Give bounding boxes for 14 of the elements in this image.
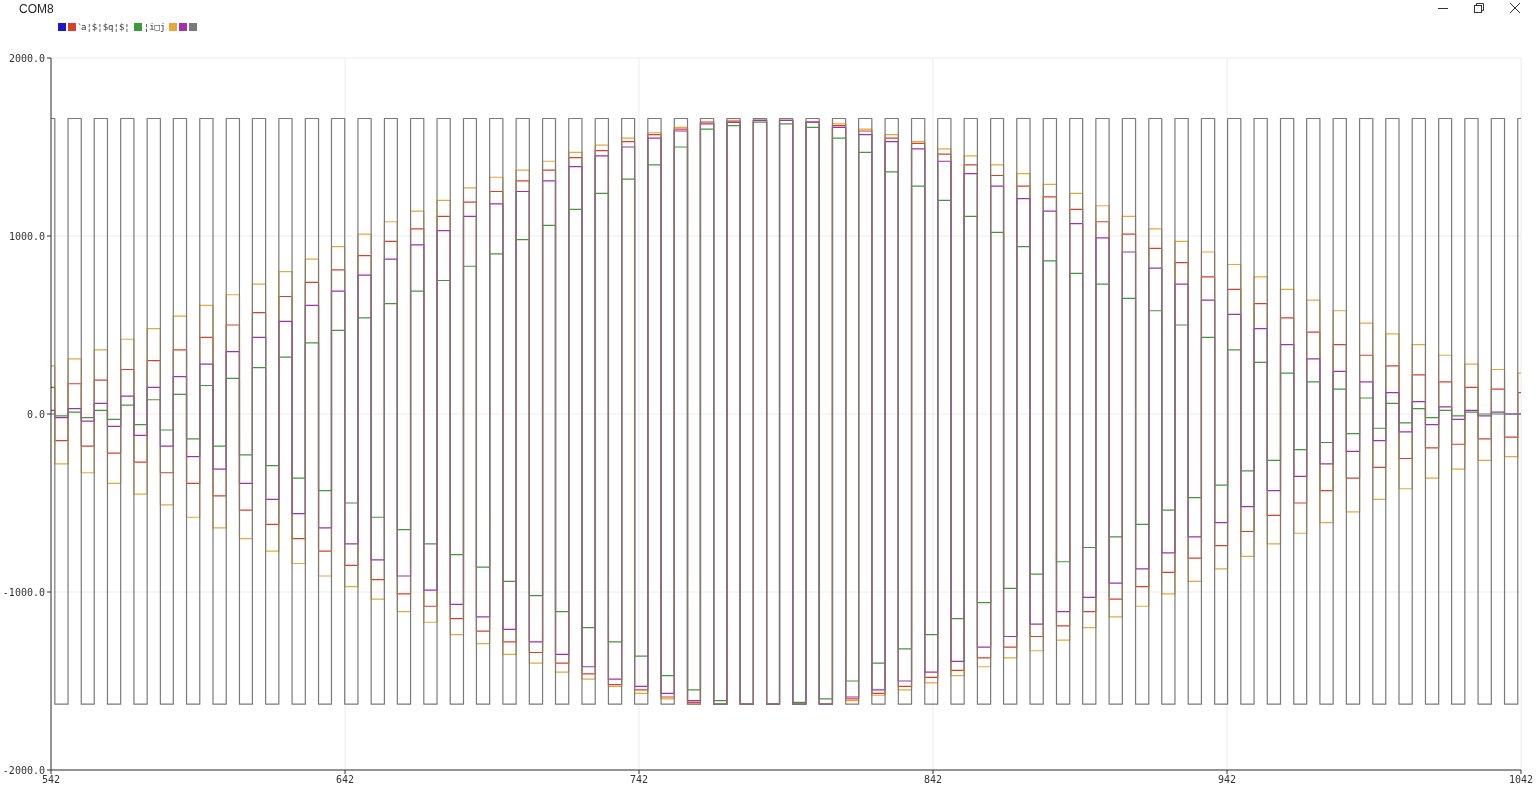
y-tick-label: 2000.0 — [8, 52, 45, 64]
legend-label: ¦i□j — [143, 22, 166, 32]
x-tick-label: 642 — [335, 774, 355, 786]
x-tick-label: 742 — [629, 774, 649, 786]
y-tick-label: -1000.0 — [2, 586, 45, 598]
x-tick-label: 542 — [41, 774, 61, 786]
x-tick-label: 1042 — [1508, 774, 1534, 786]
chart-title: COM8 — [19, 2, 54, 16]
y-tick-label: -2000.0 — [2, 764, 45, 776]
legend-label: ˋa¦$¦$q¦$¦ — [78, 22, 130, 32]
x-tick-label: 842 — [923, 774, 943, 786]
x-tick-label: 942 — [1217, 774, 1237, 786]
y-tick-label: 1000.0 — [8, 230, 45, 242]
y-tick-label: 0.0 — [26, 408, 45, 420]
